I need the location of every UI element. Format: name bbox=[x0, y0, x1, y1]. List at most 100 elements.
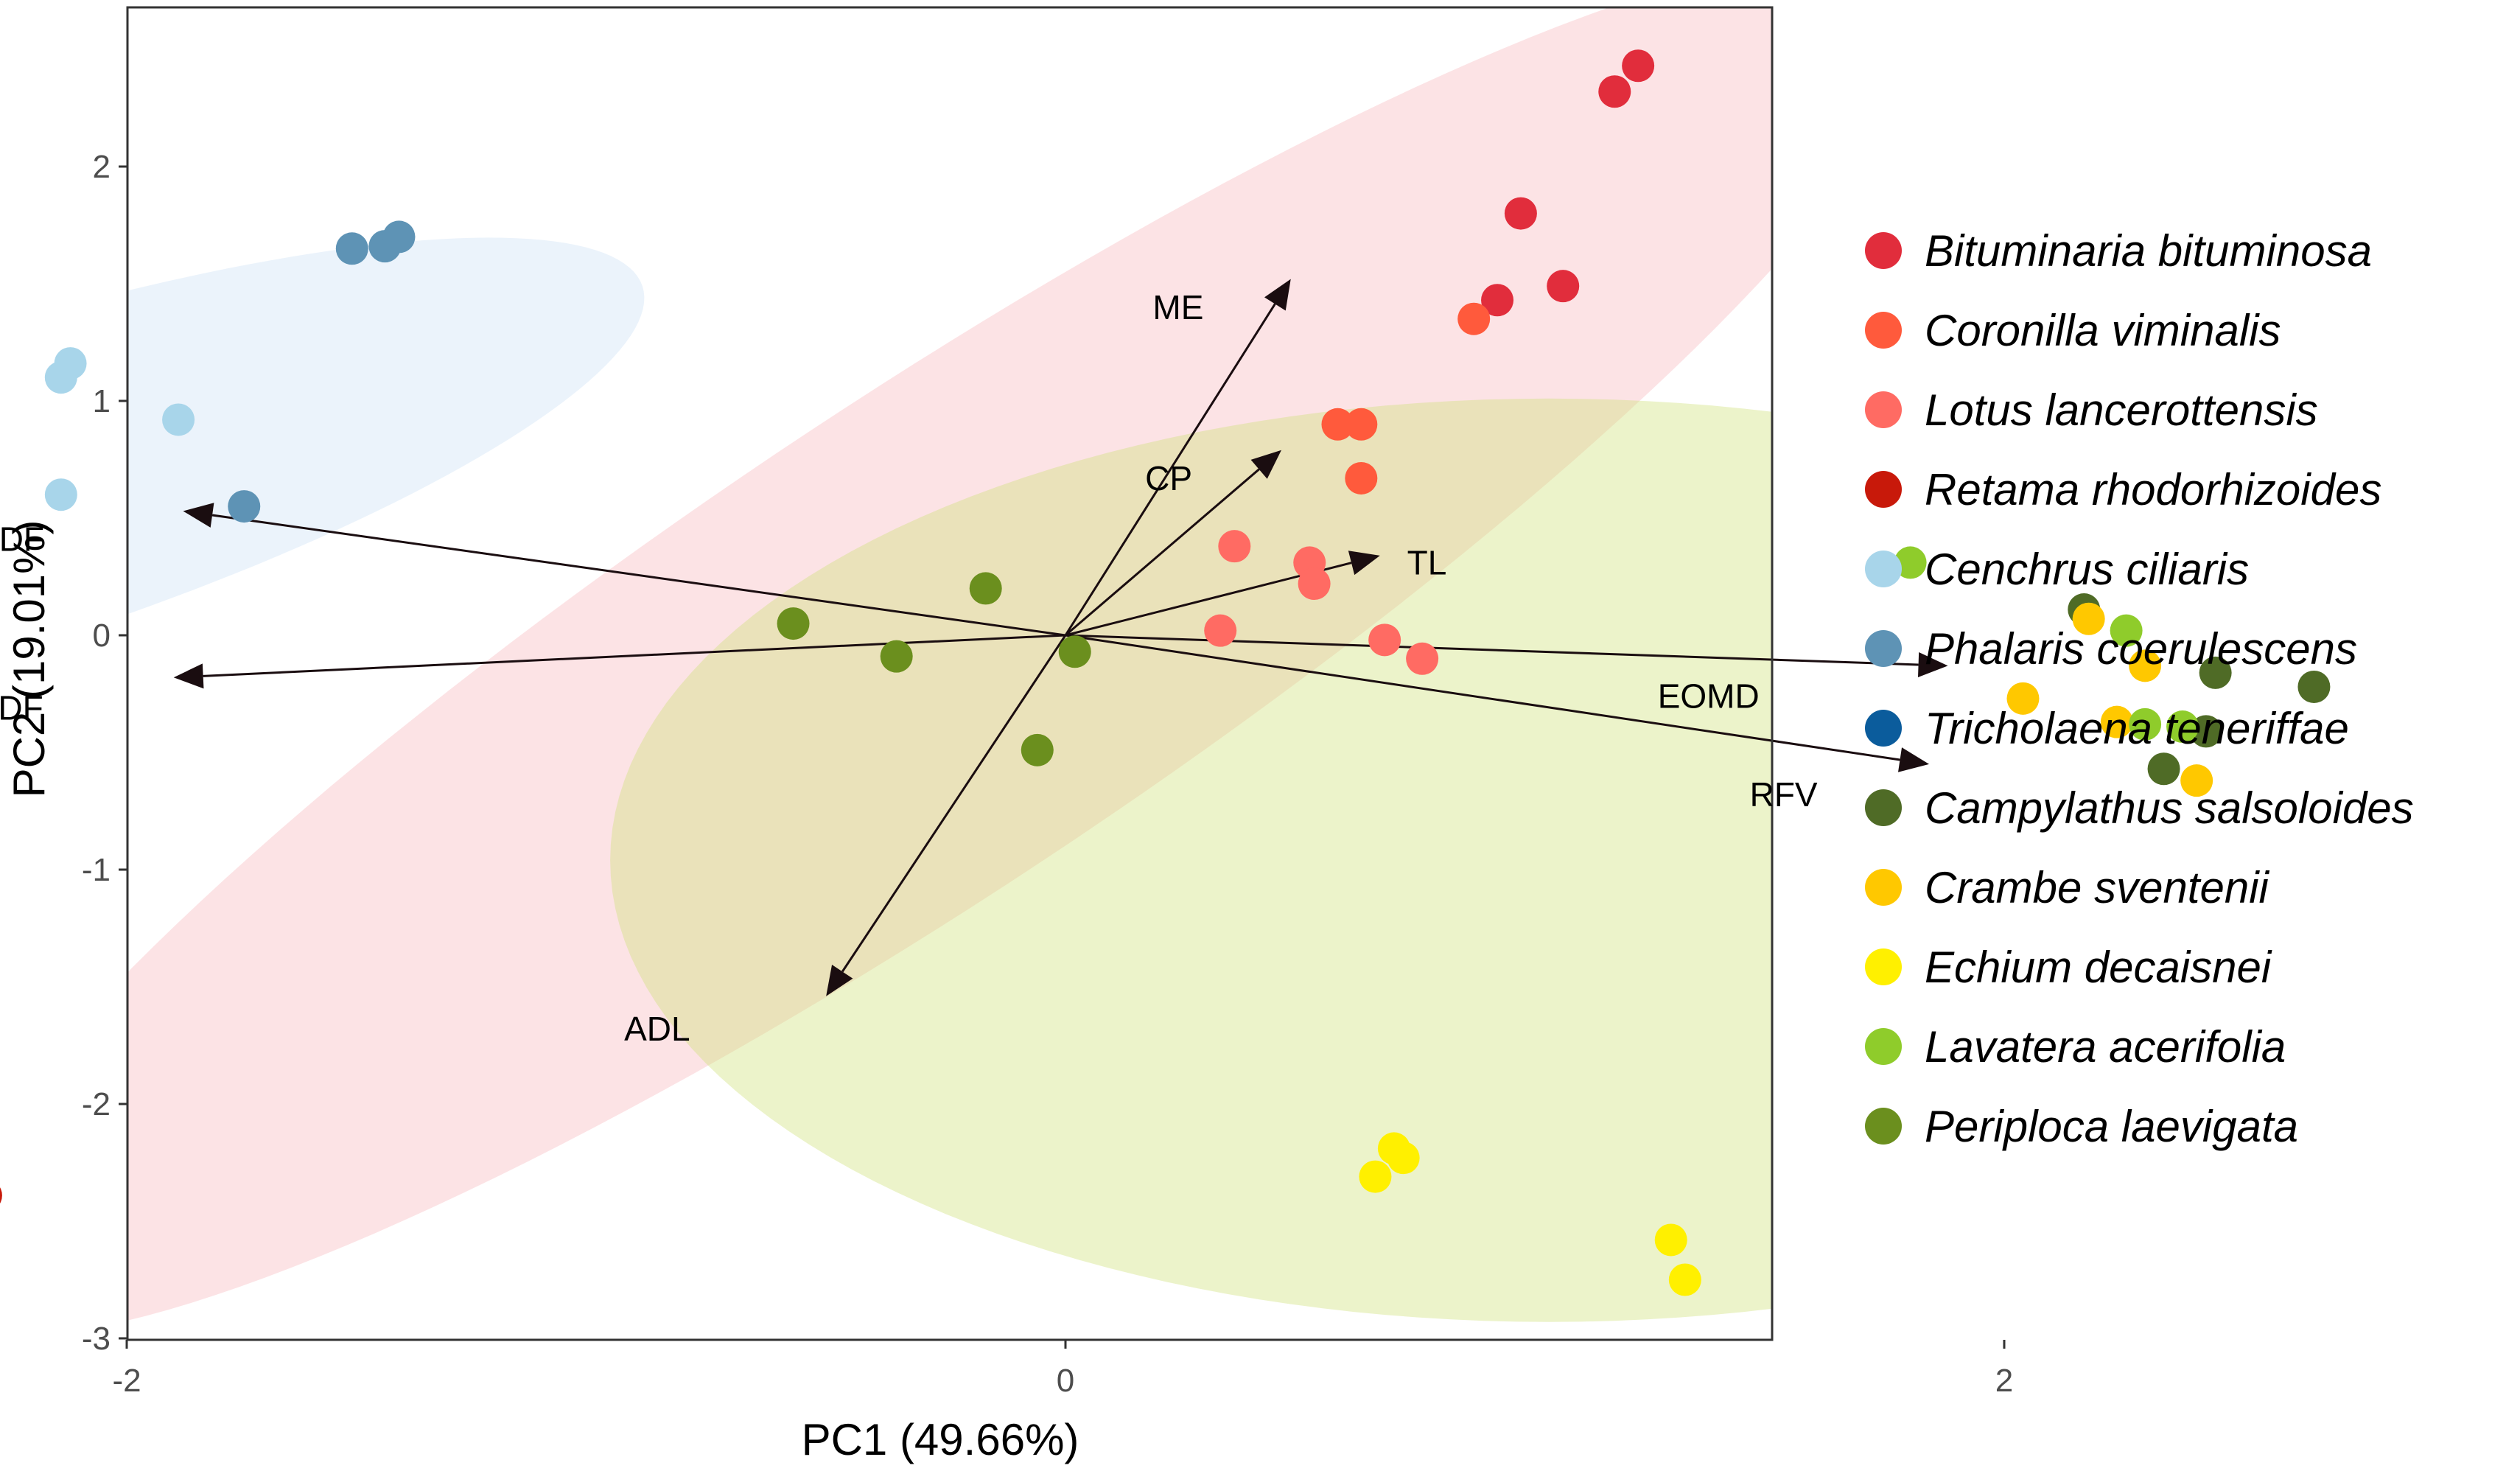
legend-key-echium-decaisnei bbox=[1865, 948, 1902, 985]
legend-label-retama-rhodorhizoides: Retama rhodorhizoides bbox=[1925, 465, 2381, 514]
legend-key-retama-rhodorhizoides bbox=[1865, 471, 1902, 508]
blue-group-ellipse bbox=[127, 237, 645, 615]
legend-key-crambe-sventenii bbox=[1865, 869, 1902, 906]
point-lavatera-acerifolia-4 bbox=[2166, 710, 2199, 744]
point-cenchrus-ciliaris-4 bbox=[44, 478, 77, 511]
legend-label-crambe-sventenii: Crambe sventenii bbox=[1925, 863, 2270, 912]
loading-labels: ME CP TL NDF ADF EOMD RFV ADL bbox=[0, 288, 1818, 1048]
loading-label-cp: CP bbox=[1145, 459, 1192, 497]
legend-key-coronilla-viminalis bbox=[1865, 312, 1902, 349]
point-echium-decaisnei-5 bbox=[1668, 1263, 1701, 1296]
point-coronilla-viminalis-2 bbox=[1321, 408, 1354, 441]
point-bituminaria-bituminosa-3 bbox=[1504, 197, 1537, 230]
point-lavatera-acerifolia-2 bbox=[2110, 614, 2143, 647]
legend-label-lotus-lancerottensis: Lotus lancerottensis bbox=[1925, 385, 2318, 435]
legend: Bituminaria bituminosa Coronilla viminali… bbox=[1865, 226, 2414, 1151]
loading-label-ndf: NDF bbox=[0, 520, 44, 559]
loading-arrow-adf bbox=[203, 634, 1066, 677]
legend-label-periploca-laevigata: Periploca laevigata bbox=[1925, 1102, 2298, 1151]
legend-label-phalaris-coerulescens: Phalaris coerulescens bbox=[1925, 624, 2357, 674]
point-bituminaria-bituminosa-4 bbox=[1547, 270, 1580, 303]
legend-key-lotus-lancerottensis bbox=[1865, 391, 1902, 428]
point-lotus-lancerottensis-6 bbox=[1406, 642, 1439, 675]
green-group-ellipse bbox=[610, 398, 1772, 1322]
y-tick-label: 1 bbox=[93, 383, 111, 419]
y-tick-label: 2 bbox=[93, 149, 111, 185]
point-lavatera-acerifolia-1 bbox=[1894, 546, 1927, 579]
point-lotus-lancerottensis-4 bbox=[1204, 614, 1237, 647]
point-lotus-lancerottensis-3 bbox=[1298, 567, 1331, 601]
legend-key-phalaris-coerulescens bbox=[1865, 630, 1902, 667]
y-tick-label: -3 bbox=[82, 1321, 111, 1357]
point-crambe-sventenii-3 bbox=[2006, 682, 2040, 715]
x-tick-label: -2 bbox=[112, 1363, 141, 1399]
legend-label-cenchrus-ciliaris: Cenchrus ciliaris bbox=[1925, 545, 2249, 594]
loading-label-eomd: EOMD bbox=[1658, 677, 1760, 716]
point-bituminaria-bituminosa-2 bbox=[1598, 75, 1631, 108]
point-phalaris-coerulescens-3 bbox=[382, 220, 416, 254]
plot-panel-border bbox=[126, 6, 1774, 1341]
x-tick-label: 2 bbox=[1995, 1363, 2013, 1399]
data-points bbox=[0, 49, 2331, 1296]
red-group-ellipse bbox=[127, 7, 1772, 1321]
loading-arrow-me bbox=[1064, 303, 1276, 636]
x-tick-label: 0 bbox=[1057, 1363, 1074, 1399]
point-coronilla-viminalis-4 bbox=[1345, 461, 1378, 495]
legend-label-campylathus-salsoloides: Campylathus salsoloides bbox=[1925, 783, 2414, 833]
loading-arrow-ndf bbox=[211, 514, 1066, 637]
point-periploca-laevigata-4 bbox=[1058, 635, 1091, 668]
loading-label-tl: TL bbox=[1407, 543, 1447, 581]
loading-arrow-rfv bbox=[1065, 634, 1900, 761]
point-phalaris-coerulescens-4 bbox=[228, 490, 261, 523]
point-campylathus-salsoloides-3 bbox=[2297, 670, 2331, 703]
legend-label-coronilla-viminalis: Coronilla viminalis bbox=[1925, 306, 2281, 355]
loading-arrowhead-adf bbox=[173, 663, 204, 689]
point-lotus-lancerottensis-5 bbox=[1368, 623, 1401, 657]
point-crambe-sventenii-1 bbox=[2072, 602, 2105, 635]
point-echium-decaisnei-2 bbox=[1387, 1142, 1420, 1175]
point-lavatera-acerifolia-3 bbox=[2129, 707, 2162, 741]
point-campylathus-salsoloides-5 bbox=[2147, 752, 2180, 786]
legend-key-tricholaena-teneriffae bbox=[1865, 710, 1902, 747]
loading-label-adf: ADF bbox=[0, 689, 43, 727]
y-tick-label: -1 bbox=[82, 852, 111, 888]
loading-arrow-adl bbox=[841, 635, 1067, 973]
legend-key-campylathus-salsoloides bbox=[1865, 789, 1902, 826]
loading-arrowhead-eomd bbox=[1917, 651, 1948, 677]
confidence-ellipses bbox=[127, 7, 1772, 1322]
y-axis: -3 -2 -1 0 1 2 bbox=[82, 149, 127, 1357]
point-periploca-laevigata-1 bbox=[969, 572, 1002, 605]
loading-label-me: ME bbox=[1152, 288, 1203, 326]
loading-arrowhead-adl bbox=[826, 964, 853, 996]
loading-arrowhead-me bbox=[1264, 279, 1291, 311]
legend-key-periploca-laevigata bbox=[1865, 1108, 1902, 1145]
legend-label-tricholaena-teneriffae: Tricholaena teneriffae bbox=[1925, 704, 2349, 753]
legend-label-echium-decaisnei: Echium decaisnei bbox=[1925, 943, 2272, 992]
point-periploca-laevigata-3 bbox=[880, 640, 913, 673]
loading-arrows bbox=[173, 279, 1948, 996]
point-coronilla-viminalis-1 bbox=[1457, 302, 1491, 335]
point-bituminaria-bituminosa-5 bbox=[1481, 284, 1514, 317]
point-crambe-sventenii-2 bbox=[2129, 649, 2162, 682]
point-crambe-sventenii-5 bbox=[2180, 764, 2213, 797]
point-periploca-laevigata-5 bbox=[1021, 733, 1054, 766]
x-axis: -4-202 bbox=[112, 1340, 2013, 1399]
point-echium-decaisnei-3 bbox=[1359, 1160, 1392, 1193]
point-phalaris-coerulescens-1 bbox=[335, 232, 368, 265]
point-campylathus-salsoloides-2 bbox=[2199, 656, 2232, 689]
legend-label-bituminaria-bituminosa: Bituminaria bituminosa bbox=[1925, 226, 2372, 276]
point-retama-rhodorhizoides-4 bbox=[0, 1187, 2, 1203]
loading-label-adl: ADL bbox=[624, 1010, 690, 1048]
point-bituminaria-bituminosa-1 bbox=[1622, 49, 1655, 83]
y-tick-label: 0 bbox=[93, 618, 111, 654]
loading-arrow-cp bbox=[1065, 468, 1260, 637]
point-cenchrus-ciliaris-2 bbox=[44, 361, 77, 394]
point-cenchrus-ciliaris-3 bbox=[162, 403, 195, 436]
y-axis-title: PC2 (19.01%) bbox=[4, 520, 54, 798]
point-lotus-lancerottensis-1 bbox=[1218, 530, 1251, 563]
legend-label-lavatera-acerifolia: Lavatera acerifolia bbox=[1925, 1022, 2286, 1072]
y-tick-label: -2 bbox=[82, 1086, 111, 1122]
legend-key-cenchrus-ciliaris bbox=[1865, 551, 1902, 587]
